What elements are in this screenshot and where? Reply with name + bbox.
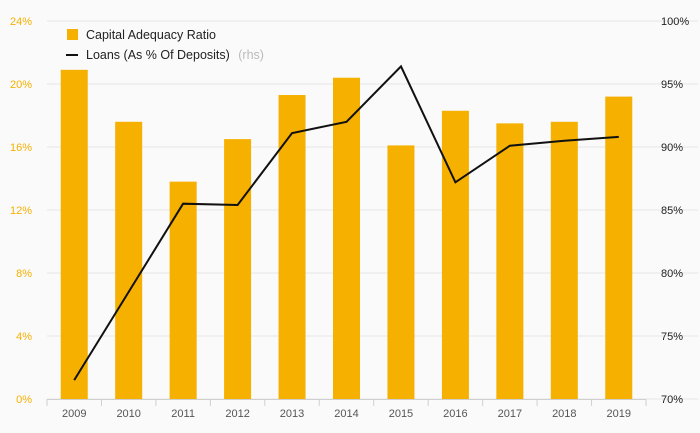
legend-bar-label: Capital Adequacy Ratio bbox=[86, 28, 216, 42]
x-tick-label: 2012 bbox=[225, 408, 249, 420]
right-tick-label: 80% bbox=[661, 268, 683, 280]
bar bbox=[169, 181, 197, 399]
x-tick-label: 2011 bbox=[171, 408, 195, 420]
x-tick-label: 2017 bbox=[498, 408, 522, 420]
left-tick-label: 4% bbox=[16, 331, 32, 343]
bar bbox=[278, 95, 306, 400]
right-tick-label: 90% bbox=[661, 142, 683, 154]
legend-line-suffix: (rhs) bbox=[238, 48, 264, 62]
right-tick-label: 85% bbox=[661, 205, 683, 217]
x-axis: 2009 2010 2011 2012 2013 2014 2015 2016 2017 2018… bbox=[46, 399, 647, 420]
left-y-axis: 0% 4% 8% 12% 16% 20% 24% bbox=[10, 16, 32, 406]
bar bbox=[496, 123, 524, 399]
x-tick-label: 2014 bbox=[334, 408, 358, 420]
bar bbox=[387, 145, 415, 399]
bar bbox=[605, 96, 633, 399]
left-tick-label: 20% bbox=[10, 79, 32, 91]
x-tick-label: 2019 bbox=[607, 408, 631, 420]
loans-line bbox=[73, 64, 619, 381]
x-tick-label: 2016 bbox=[443, 408, 467, 420]
bar bbox=[224, 139, 252, 399]
right-tick-label: 75% bbox=[661, 331, 683, 343]
bar bbox=[550, 121, 578, 400]
bar bbox=[60, 69, 88, 399]
x-tick-label: 2015 bbox=[389, 408, 413, 420]
right-tick-label: 100% bbox=[661, 16, 689, 28]
x-tick-label: 2009 bbox=[62, 408, 86, 420]
left-tick-label: 16% bbox=[10, 142, 32, 154]
left-tick-label: 0% bbox=[16, 394, 32, 406]
right-tick-label: 70% bbox=[661, 394, 683, 406]
bar bbox=[441, 110, 469, 400]
x-tick-label: 2010 bbox=[116, 408, 140, 420]
right-y-axis: 70% 75% 80% 85% 90% 95% 100% bbox=[661, 16, 689, 406]
left-tick-label: 8% bbox=[16, 268, 32, 280]
legend: Capital Adequacy Ratio Loans (As % Of De… bbox=[66, 28, 264, 63]
left-tick-label: 24% bbox=[10, 16, 32, 28]
right-tick-label: 95% bbox=[661, 79, 683, 91]
bar bbox=[333, 77, 360, 399]
legend-line-name: Loans (As % Of Deposits) bbox=[86, 48, 230, 62]
legend-bar-swatch bbox=[67, 29, 78, 40]
gridlines bbox=[47, 20, 698, 400]
x-tick-label: 2018 bbox=[552, 408, 576, 420]
legend-line-label: Loans (As % Of Deposits) (rhs) bbox=[86, 46, 264, 63]
line-series bbox=[73, 64, 619, 381]
bar-series bbox=[60, 69, 633, 400]
x-tick-label: 2013 bbox=[280, 408, 304, 420]
left-tick-label: 12% bbox=[10, 205, 32, 217]
bar bbox=[115, 121, 143, 400]
